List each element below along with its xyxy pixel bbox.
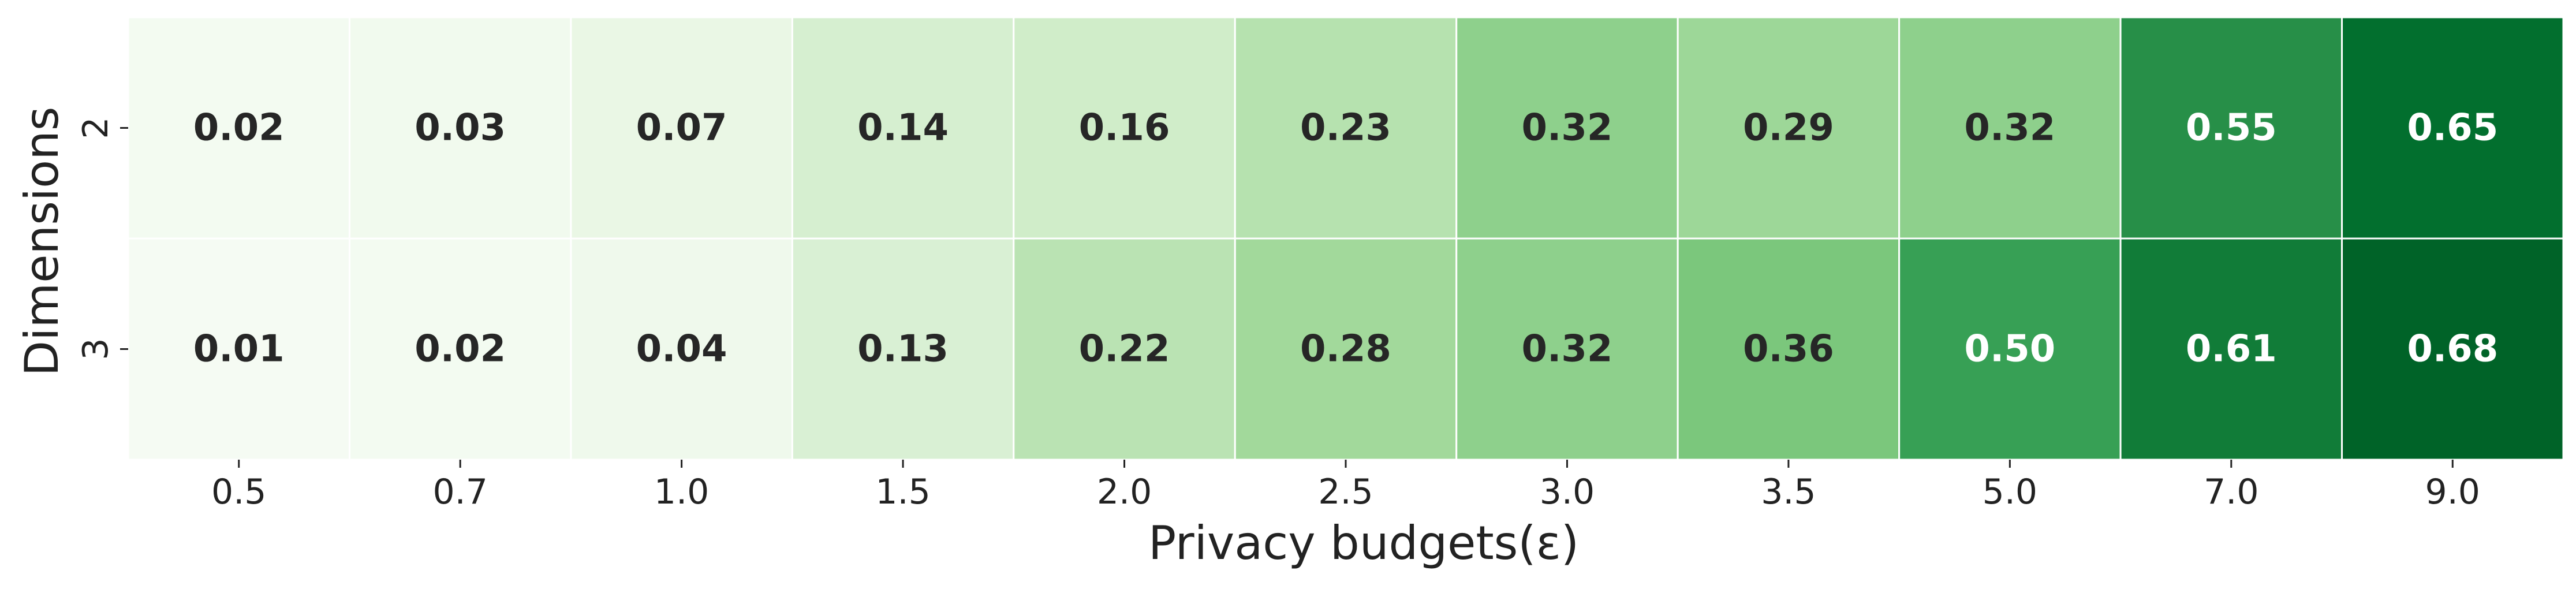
y-tick-label: 2 (76, 117, 116, 139)
y-axis-label: Dimensions (15, 107, 69, 376)
x-tick-label: 2.0 (1097, 472, 1152, 512)
heatmap-cell-label: 0.04 (636, 328, 727, 371)
x-tick-label: 1.5 (875, 472, 930, 512)
heatmap-cell-label: 0.36 (1743, 328, 1834, 371)
heatmap-cell-label: 0.68 (2407, 328, 2498, 371)
x-axis-ticks: 0.5 0.7 1.0 1.5 2.0 2.5 3.0 3.5 5.0 7.0 9.0 (211, 460, 2480, 512)
heatmap-cell (1234, 237, 1458, 461)
x-tick-label: 2.5 (1318, 472, 1373, 512)
x-tick-label: 3.5 (1761, 472, 1816, 512)
heatmap-cell-label: 0.01 (193, 328, 285, 371)
heatmap-cell (1677, 16, 1901, 240)
x-tick-label: 9.0 (2425, 472, 2480, 512)
y-tick-label: 3 (76, 338, 116, 360)
heatmap-cell (2119, 16, 2343, 240)
heatmap-cell-label: 0.07 (636, 107, 727, 150)
x-tick-label: 0.5 (211, 472, 266, 512)
heatmap-cell-label: 0.14 (857, 107, 949, 150)
heatmap-cell (570, 237, 793, 461)
heatmap-cell-label: 0.28 (1300, 328, 1391, 371)
heatmap-cell-label: 0.55 (2186, 107, 2277, 150)
heatmap-cell (348, 16, 572, 240)
heatmap-cell-label: 0.02 (193, 107, 285, 150)
heatmap-cell (127, 16, 350, 240)
heatmap-cell-label: 0.03 (415, 107, 506, 150)
heatmap-cell-label: 0.50 (1964, 328, 2055, 371)
heatmap-cell (1234, 16, 1458, 240)
heatmap-cell (348, 237, 572, 461)
heatmap-cell-label: 0.02 (415, 328, 506, 371)
heatmap-cell-label: 0.65 (2407, 107, 2498, 150)
x-axis-label: Privacy budgets(ε) (1148, 516, 1579, 570)
heatmap-cell (127, 237, 350, 461)
heatmap-cell-label: 0.32 (1522, 328, 1613, 371)
x-tick-label: 5.0 (1983, 472, 2037, 512)
heatmap-cell-label: 0.32 (1964, 107, 2055, 150)
x-tick-label: 3.0 (1540, 472, 1595, 512)
heatmap-cell (2341, 237, 2564, 461)
x-tick-label: 1.0 (654, 472, 709, 512)
heatmap-cell (2341, 16, 2564, 240)
heatmap-cell (791, 16, 1015, 240)
heatmap-cell-label: 0.29 (1743, 107, 1834, 150)
heatmap-cell-label: 0.22 (1079, 328, 1170, 371)
heatmap-cell (1898, 237, 2122, 461)
heatmap-cell (1013, 16, 1236, 240)
heatmap-cell-label: 0.23 (1300, 107, 1391, 150)
heatmap-cell (1455, 237, 1679, 461)
heatmap-cell (1677, 237, 1901, 461)
heatmap-cells: 0.02 0.03 0.07 0.14 0.16 0.23 0.32 0.29 0.32 0.55… (127, 16, 2564, 461)
heatmap-cell-label: 0.61 (2186, 328, 2277, 371)
x-tick-label: 7.0 (2204, 472, 2258, 512)
heatmap-cell (2119, 237, 2343, 461)
heatmap-cell-label: 0.13 (857, 328, 949, 371)
x-tick-label: 0.7 (432, 472, 487, 512)
heatmap-cell (1013, 237, 1236, 461)
heatmap-cell (570, 16, 793, 240)
heatmap-cell-label: 0.16 (1079, 107, 1170, 150)
heatmap-cell-label: 0.32 (1522, 107, 1613, 150)
heatmap-cell (791, 237, 1015, 461)
y-axis-ticks: 23 (76, 117, 128, 360)
